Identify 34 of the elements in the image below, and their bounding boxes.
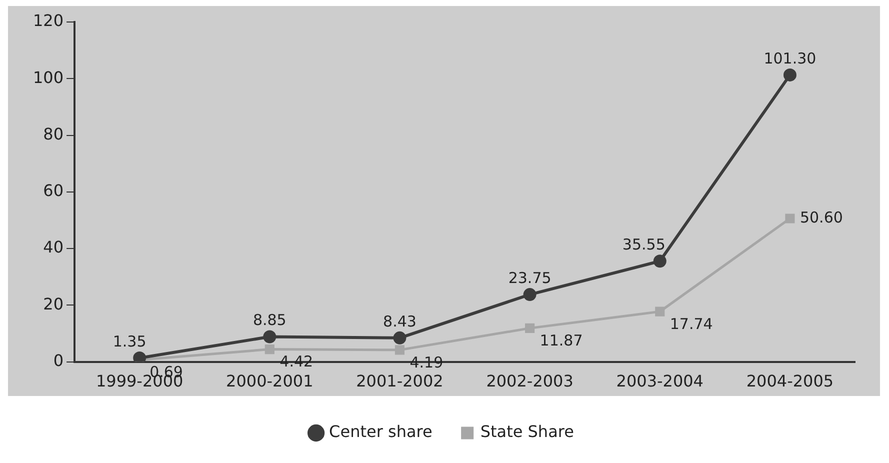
x-tick-label: 2004-2005	[746, 372, 834, 391]
data-label: 23.75	[508, 268, 552, 287]
data-label: 8.43	[383, 312, 416, 330]
point	[653, 254, 666, 268]
point	[785, 214, 795, 224]
legend-label: Center share	[329, 422, 432, 442]
y-tick-label: 120	[32, 11, 64, 30]
x-tick-label: 2002-2003	[486, 372, 574, 391]
data-label: 35.55	[622, 236, 666, 254]
y-tick-label: 60	[43, 181, 64, 200]
data-label: 50.60	[800, 208, 843, 226]
data-label: 8.85	[252, 311, 286, 330]
x-tick-label: 2003-2004	[616, 372, 704, 391]
data-label: 11.87	[540, 332, 583, 350]
x-tick-label: 2001-2002	[356, 372, 444, 391]
point	[394, 345, 405, 355]
point	[783, 68, 796, 82]
x-tick-label: 2000-2001	[226, 372, 314, 391]
point	[525, 323, 535, 333]
data-label: 101.30	[764, 49, 816, 68]
data-label: 17.74	[670, 314, 713, 333]
y-tick-label: 40	[43, 238, 64, 257]
y-tick-label: 0	[53, 350, 64, 370]
y-tick-label: 100	[32, 68, 64, 87]
point	[523, 288, 536, 302]
y-tick-label: 80	[43, 124, 64, 144]
y-tick-label: 20	[43, 294, 64, 314]
legend-label: State Share	[480, 422, 574, 442]
point	[264, 344, 274, 354]
data-label: 1.35	[112, 332, 146, 350]
point	[655, 306, 665, 316]
point	[393, 331, 406, 344]
point	[133, 351, 146, 362]
point	[263, 330, 276, 344]
